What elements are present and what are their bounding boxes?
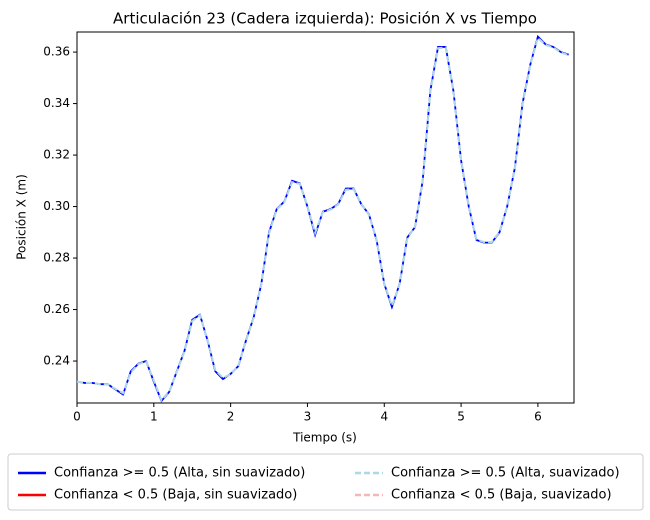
y-tick-label: 0.26 — [43, 302, 70, 316]
chart-title: Articulación 23 (Cadera izquierda): Posi… — [113, 10, 537, 28]
legend-label: Confianza < 0.5 (Baja, sin suavizado) — [54, 488, 297, 503]
x-axis-label: Tiempo (s) — [292, 431, 357, 445]
x-tick-label: 2 — [227, 410, 235, 424]
series-line — [76, 34, 569, 403]
x-tick-label: 6 — [534, 410, 542, 424]
x-tick-label: 4 — [380, 410, 388, 424]
x-tick-label: 5 — [457, 410, 465, 424]
x-tick-label: 3 — [304, 410, 312, 424]
y-axis-label: Posición X (m) — [15, 174, 29, 260]
y-tick-label: 0.36 — [43, 45, 70, 59]
x-tick-label: 0 — [73, 410, 81, 424]
legend-label: Confianza >= 0.5 (Alta, sin suavizado) — [54, 466, 305, 481]
legend-label: Confianza < 0.5 (Baja, suavizado) — [391, 488, 612, 503]
plot-frame — [76, 31, 575, 404]
y-tick-label: 0.28 — [43, 251, 70, 265]
y-tick-label: 0.32 — [43, 148, 70, 162]
legend-label: Confianza >= 0.5 (Alta, suavizado) — [391, 466, 620, 481]
y-tick-label: 0.30 — [43, 199, 70, 213]
x-tick-label: 1 — [150, 410, 158, 424]
series-line — [76, 36, 569, 403]
y-tick-label: 0.24 — [43, 354, 70, 368]
y-tick-label: 0.34 — [43, 96, 70, 110]
legend-box — [7, 453, 644, 511]
